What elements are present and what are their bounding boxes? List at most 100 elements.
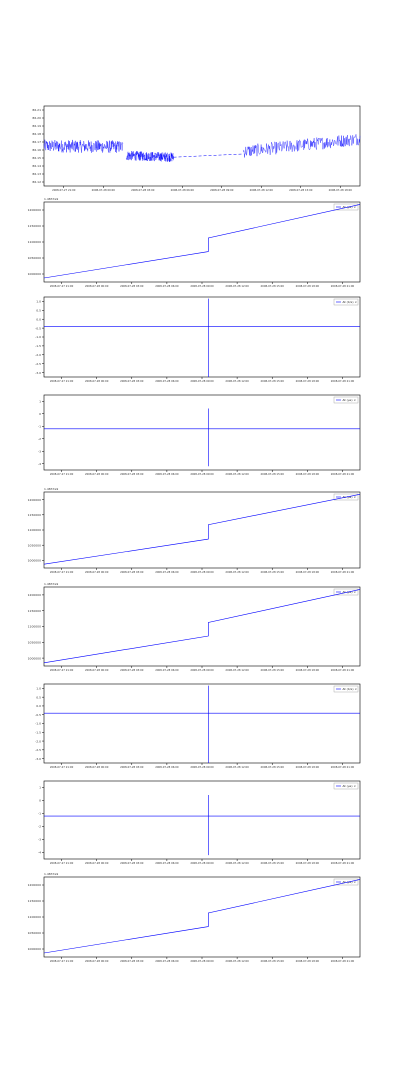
x-tick-label: 2008-07-28 15:00 [261,379,285,383]
x-tick-label: 2008-07-28 03:00 [120,284,144,288]
y-tick-label: 1050000 [28,256,41,260]
x-tick-label: 2008-07-28 18:00 [296,668,320,672]
x-tick-label: 2008-07-28 03:00 [120,570,144,574]
y-tick-label: 1150000 [28,609,41,613]
x-tick-label: 2008-07-27 21:00 [50,284,74,288]
plot-frame [43,780,361,860]
plot-frame [43,586,361,667]
x-tick-label: 2008-07-28 06:00 [155,379,179,383]
x-tick-label: 2008-07-28 18:00 [296,472,320,476]
legend-box [333,878,359,886]
x-tick-label: 2008-07-28 09:00 [190,668,214,672]
y-tick-label: 86.16 [32,148,41,152]
y-tick-label: 86.21 [32,108,41,112]
x-tick-label: 2008-07-28 03:00 [120,765,144,769]
y-tick-label: 0.5 [36,309,41,313]
chart-panel-7: 1.0 0.5 0.0 -0.5 -1.0 -1.5 -2.0 -2.5 -3.0 2008-07… [35,683,361,769]
x-tick-label: 2008-07-28 12:00 [225,284,249,288]
x-tick-label: 2008-07-28 21:00 [331,472,355,476]
x-tick-label: 2008-07-28 06:00 [155,861,179,865]
y-tick-label: 1150000 [28,899,41,903]
x-tick-label: 2008-07-28 18:00 [296,861,320,865]
y-tick-label: 86.14 [32,164,41,168]
y-tick-label: 1000000 [28,272,41,276]
series-line [43,589,361,664]
x-tick-label: 2008-07-28 00:00 [85,472,109,476]
y-tick-label: 1100000 [28,625,41,629]
x-tick-label: 2008-07-28 15:00 [261,765,285,769]
x-tick-label: 2008-07-28 06:00 [155,959,179,963]
x-tick-label: 2008-07-28 21:00 [331,959,355,963]
x-tick-label: 2008-07-28 06:00 [155,472,179,476]
x-tick-label: 2008-07-28 21:00 [331,284,355,288]
x-tick-label: 2008-07-28 00:00 [92,188,116,192]
legend-label: Δt (b/s) × [343,687,358,691]
series-line [242,134,361,158]
x-tick-label: 2008-07-28 06:00 [155,668,179,672]
x-tick-label: 2008-07-28 00:00 [85,959,109,963]
x-tick-label: 2008-07-28 03:00 [131,188,155,192]
x-tick-label: 2008-07-27 21:00 [52,188,76,192]
series-line-gap [173,153,244,158]
x-tick-label: 2008-07-28 09:00 [190,765,214,769]
y-offset-label: 1.4837e9 [44,487,58,491]
x-tick-label: 2008-07-27 21:00 [50,472,74,476]
y-tick-label: -1 [38,812,41,816]
x-tick-label: 2008-07-28 03:00 [120,668,144,672]
x-tick-label: 2008-07-28 18:00 [296,959,320,963]
y-tick-label: -2 [38,437,41,441]
x-tick-label: 2008-07-28 09:00 [190,959,214,963]
y-tick-label: 1 [39,399,41,403]
y-tick-label: -1 [38,424,41,428]
x-tick-label: 2008-07-28 21:00 [331,668,355,672]
y-tick-label: -2.0 [35,739,41,743]
x-tick-label: 2008-07-28 06:00 [171,188,195,192]
y-tick-label: -2 [38,825,41,829]
y-tick-label: -2.5 [35,362,41,366]
series-line [43,204,361,279]
x-tick-label: 2008-07-28 03:00 [120,379,144,383]
x-tick-label: 2008-07-28 12:00 [225,765,249,769]
y-tick-label: 1200000 [28,498,41,502]
x-tick-label: 2008-07-27 21:00 [50,668,74,672]
plot-frame [43,491,361,569]
y-tick-label: 1150000 [28,224,41,228]
chart-panel-4: 1 0 -1 -2 -3 -4 2008-07-27 21:00 2008-07-28 00:… [38,394,361,476]
y-tick-label: -1.5 [35,730,41,734]
y-tick-label: 1050000 [28,543,41,547]
y-tick-label: 1000000 [28,947,41,951]
x-tick-label: 2008-07-27 21:00 [50,765,74,769]
y-tick-label: -3.0 [35,757,41,761]
y-tick-label: 1100000 [28,240,41,244]
y-tick-label: -3 [38,838,41,842]
x-tick-label: 2008-07-27 21:00 [50,959,74,963]
legend-box [333,588,359,596]
x-tick-label: 2008-07-28 06:00 [155,284,179,288]
y-tick-label: 1000000 [28,559,41,563]
y-tick-label: 1200000 [28,883,41,887]
x-tick-label: 2008-07-28 18:00 [296,765,320,769]
y-tick-label: 1000000 [28,656,41,660]
chart-panel-6: 1200000 1150000 1100000 1050000 1000000 2008-… [28,582,361,672]
chart-panel-3: 1.0 0.5 0.0 -0.5 -1.0 -1.5 -2.0 -2.5 -3.0 2008-07… [35,296,361,383]
y-tick-label: 1 [39,786,41,790]
plot-frame [43,394,361,471]
y-tick-label: -4 [38,462,41,466]
plot-frame [43,876,361,958]
x-tick-label: 2008-07-28 18:00 [296,379,320,383]
y-tick-label: 86.19 [32,124,41,128]
x-tick-label: 2008-07-28 15:00 [261,570,285,574]
x-tick-label: 2008-07-28 12:00 [225,959,249,963]
y-tick-label: 1050000 [28,641,41,645]
legend-box [333,298,359,306]
y-tick-label: -2.0 [35,353,41,357]
legend-label: Δt (μs) × [343,784,357,788]
x-tick-label: 2008-07-28 21:00 [331,765,355,769]
chart-panel-5: 1200000 1150000 1100000 1050000 1000000 2008-… [28,487,361,574]
y-tick-label: 1.0 [36,300,41,304]
legend-label: Δt (μs) × [343,205,357,209]
legend-label: Δt (μs) × [343,398,357,402]
legend-box [333,396,359,404]
x-tick-label: 2008-07-28 12:00 [225,570,249,574]
